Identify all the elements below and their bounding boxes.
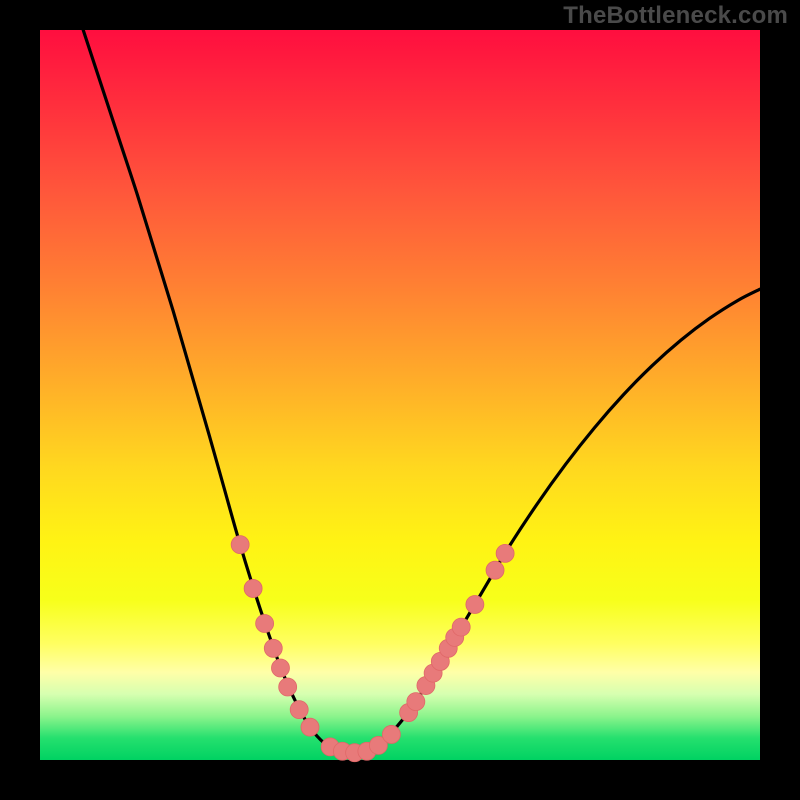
marker-point bbox=[301, 718, 319, 736]
watermark-text: TheBottleneck.com bbox=[563, 2, 788, 30]
marker-point bbox=[264, 639, 282, 657]
marker-point bbox=[466, 596, 484, 614]
bottleneck-chart bbox=[0, 0, 800, 800]
marker-point bbox=[290, 701, 308, 719]
marker-point bbox=[452, 618, 470, 636]
marker-point bbox=[279, 678, 297, 696]
chart-container: TheBottleneck.com bbox=[0, 0, 800, 800]
marker-point bbox=[382, 725, 400, 743]
marker-point bbox=[407, 693, 425, 711]
marker-point bbox=[496, 544, 514, 562]
plot-background bbox=[40, 30, 760, 760]
marker-point bbox=[271, 659, 289, 677]
marker-point bbox=[486, 561, 504, 579]
marker-point bbox=[231, 536, 249, 554]
marker-point bbox=[256, 614, 274, 632]
marker-point bbox=[244, 579, 262, 597]
